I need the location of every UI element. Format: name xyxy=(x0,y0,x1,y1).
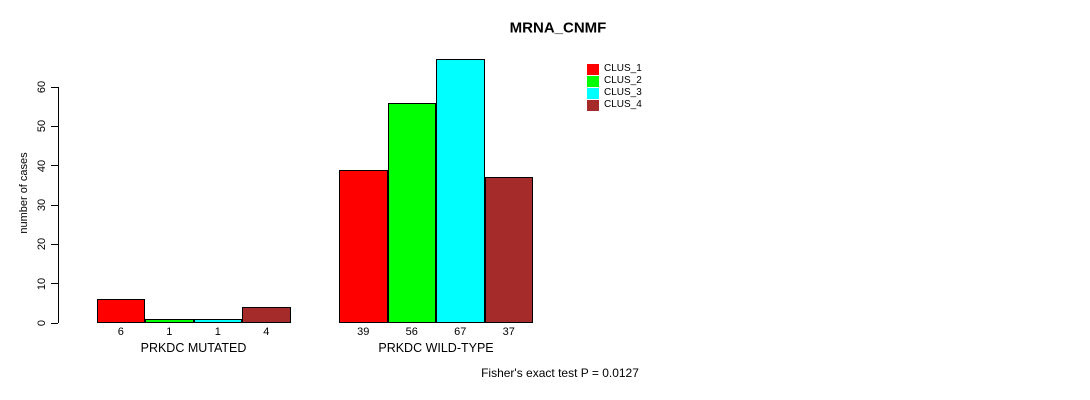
fisher-test-annotation: Fisher's exact test P = 0.0127 xyxy=(481,366,639,380)
bar-value-label: 67 xyxy=(454,325,467,338)
y-tick-label: 10 xyxy=(36,277,48,290)
bar-clus_2 xyxy=(145,319,194,323)
y-tick-mark xyxy=(51,86,58,88)
group-label: PRKDC WILD-TYPE xyxy=(378,341,494,355)
y-tick-label: 40 xyxy=(36,159,48,172)
legend-swatch-clus_2 xyxy=(587,75,599,87)
y-tick-mark xyxy=(51,283,58,285)
bar-clus_3 xyxy=(436,59,485,323)
bar-clus_3 xyxy=(193,319,242,323)
bar-value-label: 37 xyxy=(502,325,515,338)
y-axis-line xyxy=(58,87,59,323)
bar-value-label: 39 xyxy=(357,325,370,338)
bar-value-label: 6 xyxy=(117,325,124,338)
y-tick-mark xyxy=(51,125,58,127)
y-tick-mark xyxy=(51,322,58,324)
bar-value-label: 1 xyxy=(166,325,173,338)
y-tick-label: 0 xyxy=(36,319,48,327)
legend-label: CLUS_1 xyxy=(604,62,642,74)
bar-value-label: 4 xyxy=(263,325,270,338)
y-axis-title: number of cases xyxy=(18,152,30,234)
y-tick-mark xyxy=(51,243,58,245)
y-tick-mark xyxy=(51,204,58,206)
legend-label: CLUS_3 xyxy=(604,87,642,99)
y-tick-label: 20 xyxy=(36,238,48,251)
legend-label: CLUS_4 xyxy=(604,99,642,111)
bar-clus_2 xyxy=(387,102,436,323)
group-label: PRKDC MUTATED xyxy=(140,341,247,355)
y-tick-label: 50 xyxy=(36,120,48,133)
bar-clus_4 xyxy=(484,177,533,323)
bar-value-label: 56 xyxy=(405,325,418,338)
legend-swatch-clus_4 xyxy=(587,100,599,112)
bar-clus_1 xyxy=(96,299,145,323)
chart-title: MRNA_CNMF xyxy=(509,19,607,37)
bar-clus_1 xyxy=(339,169,388,323)
bar-clus_4 xyxy=(242,307,291,323)
y-tick-mark xyxy=(51,165,58,167)
legend-swatch-clus_3 xyxy=(587,88,599,100)
y-tick-label: 60 xyxy=(36,80,48,94)
y-tick-label: 30 xyxy=(36,198,48,212)
bar-value-label: 1 xyxy=(214,325,221,338)
legend-swatch-clus_1 xyxy=(587,63,599,75)
legend-label: CLUS_2 xyxy=(604,74,642,86)
